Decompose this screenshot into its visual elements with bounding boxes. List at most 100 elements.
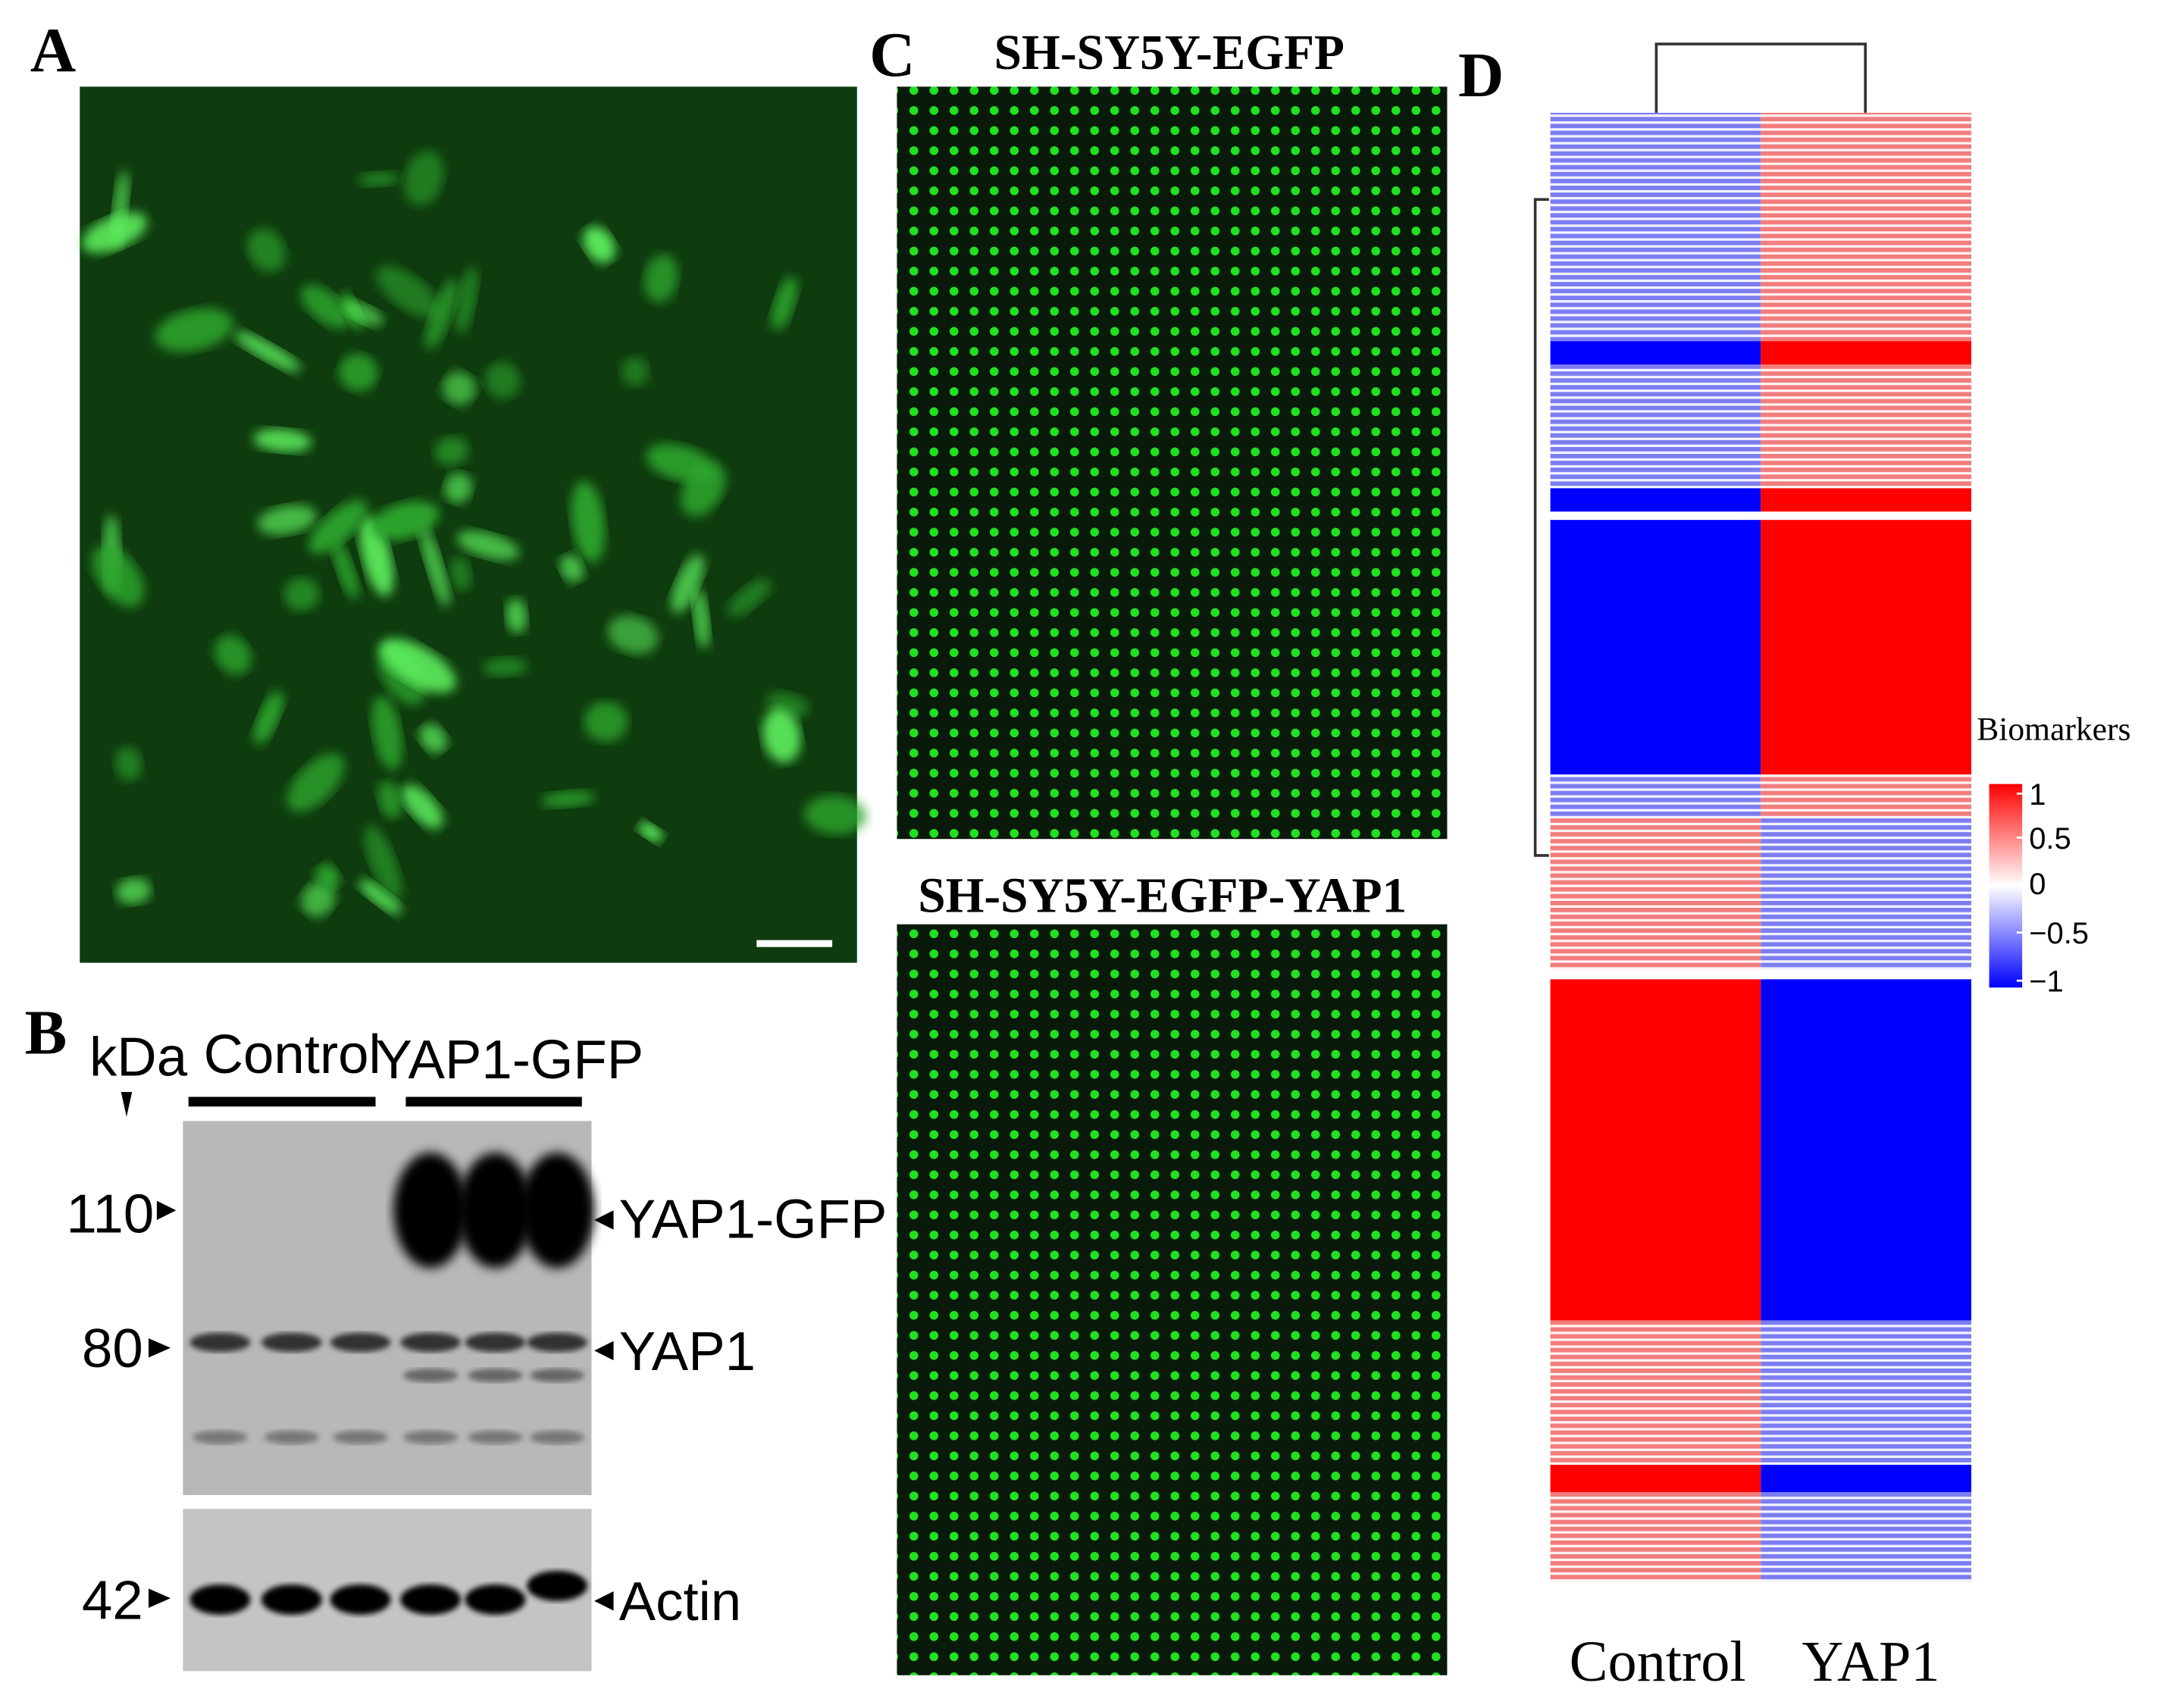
blot	[183, 1509, 592, 1672]
cell	[254, 690, 283, 745]
heat-cell	[1761, 979, 1971, 1321]
band	[520, 1153, 595, 1268]
legend-tick-label: 0	[2029, 868, 2046, 901]
heat-cell	[1761, 112, 1971, 342]
band	[402, 1430, 459, 1444]
cell	[344, 301, 384, 327]
cell	[308, 500, 368, 554]
image-title: SH-SY5Y-EGFP	[994, 26, 1345, 80]
image-title: SH-SY5Y-EGFP-YAP1	[918, 868, 1407, 923]
cell	[377, 780, 402, 819]
cells	[81, 151, 866, 917]
dendrogram	[1533, 198, 1549, 857]
panel-label: C	[869, 20, 915, 90]
heat-cell	[1550, 112, 1761, 342]
cell	[247, 228, 286, 272]
cell	[358, 879, 402, 915]
band	[333, 1430, 388, 1444]
band	[465, 1332, 526, 1353]
heat-cell	[1761, 511, 1971, 521]
cell	[315, 864, 340, 890]
heat-cell	[1761, 1320, 1971, 1466]
cell	[762, 709, 801, 763]
array-image	[897, 86, 1448, 840]
heatmap	[1550, 112, 1971, 1582]
cell	[607, 615, 659, 654]
cell	[483, 657, 528, 677]
marker-label: 80	[82, 1318, 143, 1379]
cell	[339, 353, 378, 392]
cell	[365, 825, 402, 901]
band	[330, 1584, 391, 1615]
heat-cell	[1550, 488, 1761, 512]
heat-cell	[1761, 969, 1971, 980]
heat-cell	[1550, 969, 1761, 980]
cell	[286, 753, 345, 812]
cell	[371, 696, 402, 770]
cell	[114, 746, 142, 781]
marker-label: 110	[67, 1183, 155, 1244]
band	[193, 1430, 248, 1444]
cell	[456, 530, 520, 561]
band	[527, 1570, 588, 1601]
dendrogram	[1655, 42, 1867, 113]
micrograph	[80, 86, 857, 963]
legend-tick-label: 0.5	[2029, 822, 2071, 856]
band-label: YAP1-GFP	[619, 1189, 888, 1250]
legend-title: Biomarkers	[1977, 712, 2130, 748]
cell	[253, 428, 312, 452]
band-label: Actin	[619, 1571, 741, 1632]
kda-label: kDa	[89, 1026, 188, 1087]
cell	[116, 877, 152, 905]
cell	[301, 285, 351, 329]
band	[400, 1584, 462, 1615]
arrow	[121, 1092, 133, 1117]
heat-cell	[1550, 341, 1761, 365]
heat-cell	[1550, 364, 1761, 489]
heat-cell	[1550, 511, 1761, 521]
band	[468, 1430, 523, 1444]
heat-cell	[1761, 1465, 1971, 1493]
band	[527, 1332, 588, 1353]
heat-cell	[1761, 364, 1971, 489]
bands	[189, 1153, 595, 1615]
cell	[421, 528, 450, 607]
cell	[644, 254, 678, 303]
heat-cell	[1761, 488, 1971, 512]
panel-label: D	[1458, 41, 1504, 111]
cell	[571, 480, 606, 563]
cell	[638, 822, 663, 842]
heat-cell	[1550, 1465, 1761, 1493]
cell	[111, 170, 129, 249]
heat-cell	[1761, 1492, 1971, 1582]
band	[189, 1584, 251, 1615]
cell	[484, 361, 521, 399]
cell	[434, 436, 469, 465]
cell	[804, 795, 866, 835]
cell	[728, 579, 771, 617]
heat-cell	[1550, 774, 1761, 818]
cell	[257, 505, 317, 535]
cell	[693, 588, 710, 649]
band	[529, 1369, 585, 1383]
cell	[92, 545, 144, 607]
cell	[506, 598, 528, 633]
group-label: Control	[204, 1024, 381, 1085]
band	[261, 1332, 322, 1353]
band	[264, 1430, 320, 1444]
cell	[583, 226, 615, 263]
cell	[301, 881, 336, 917]
heat-cell	[1761, 774, 1971, 818]
panel-label: B	[25, 998, 67, 1068]
band-label: YAP1	[619, 1321, 756, 1382]
array-image	[897, 924, 1448, 1675]
band	[393, 1153, 468, 1268]
cell	[456, 267, 478, 334]
cell	[376, 266, 440, 318]
color-bar	[1989, 784, 2023, 988]
cell	[283, 577, 320, 612]
cell	[419, 724, 447, 753]
heat-cell	[1550, 1320, 1761, 1466]
band	[402, 1369, 459, 1383]
